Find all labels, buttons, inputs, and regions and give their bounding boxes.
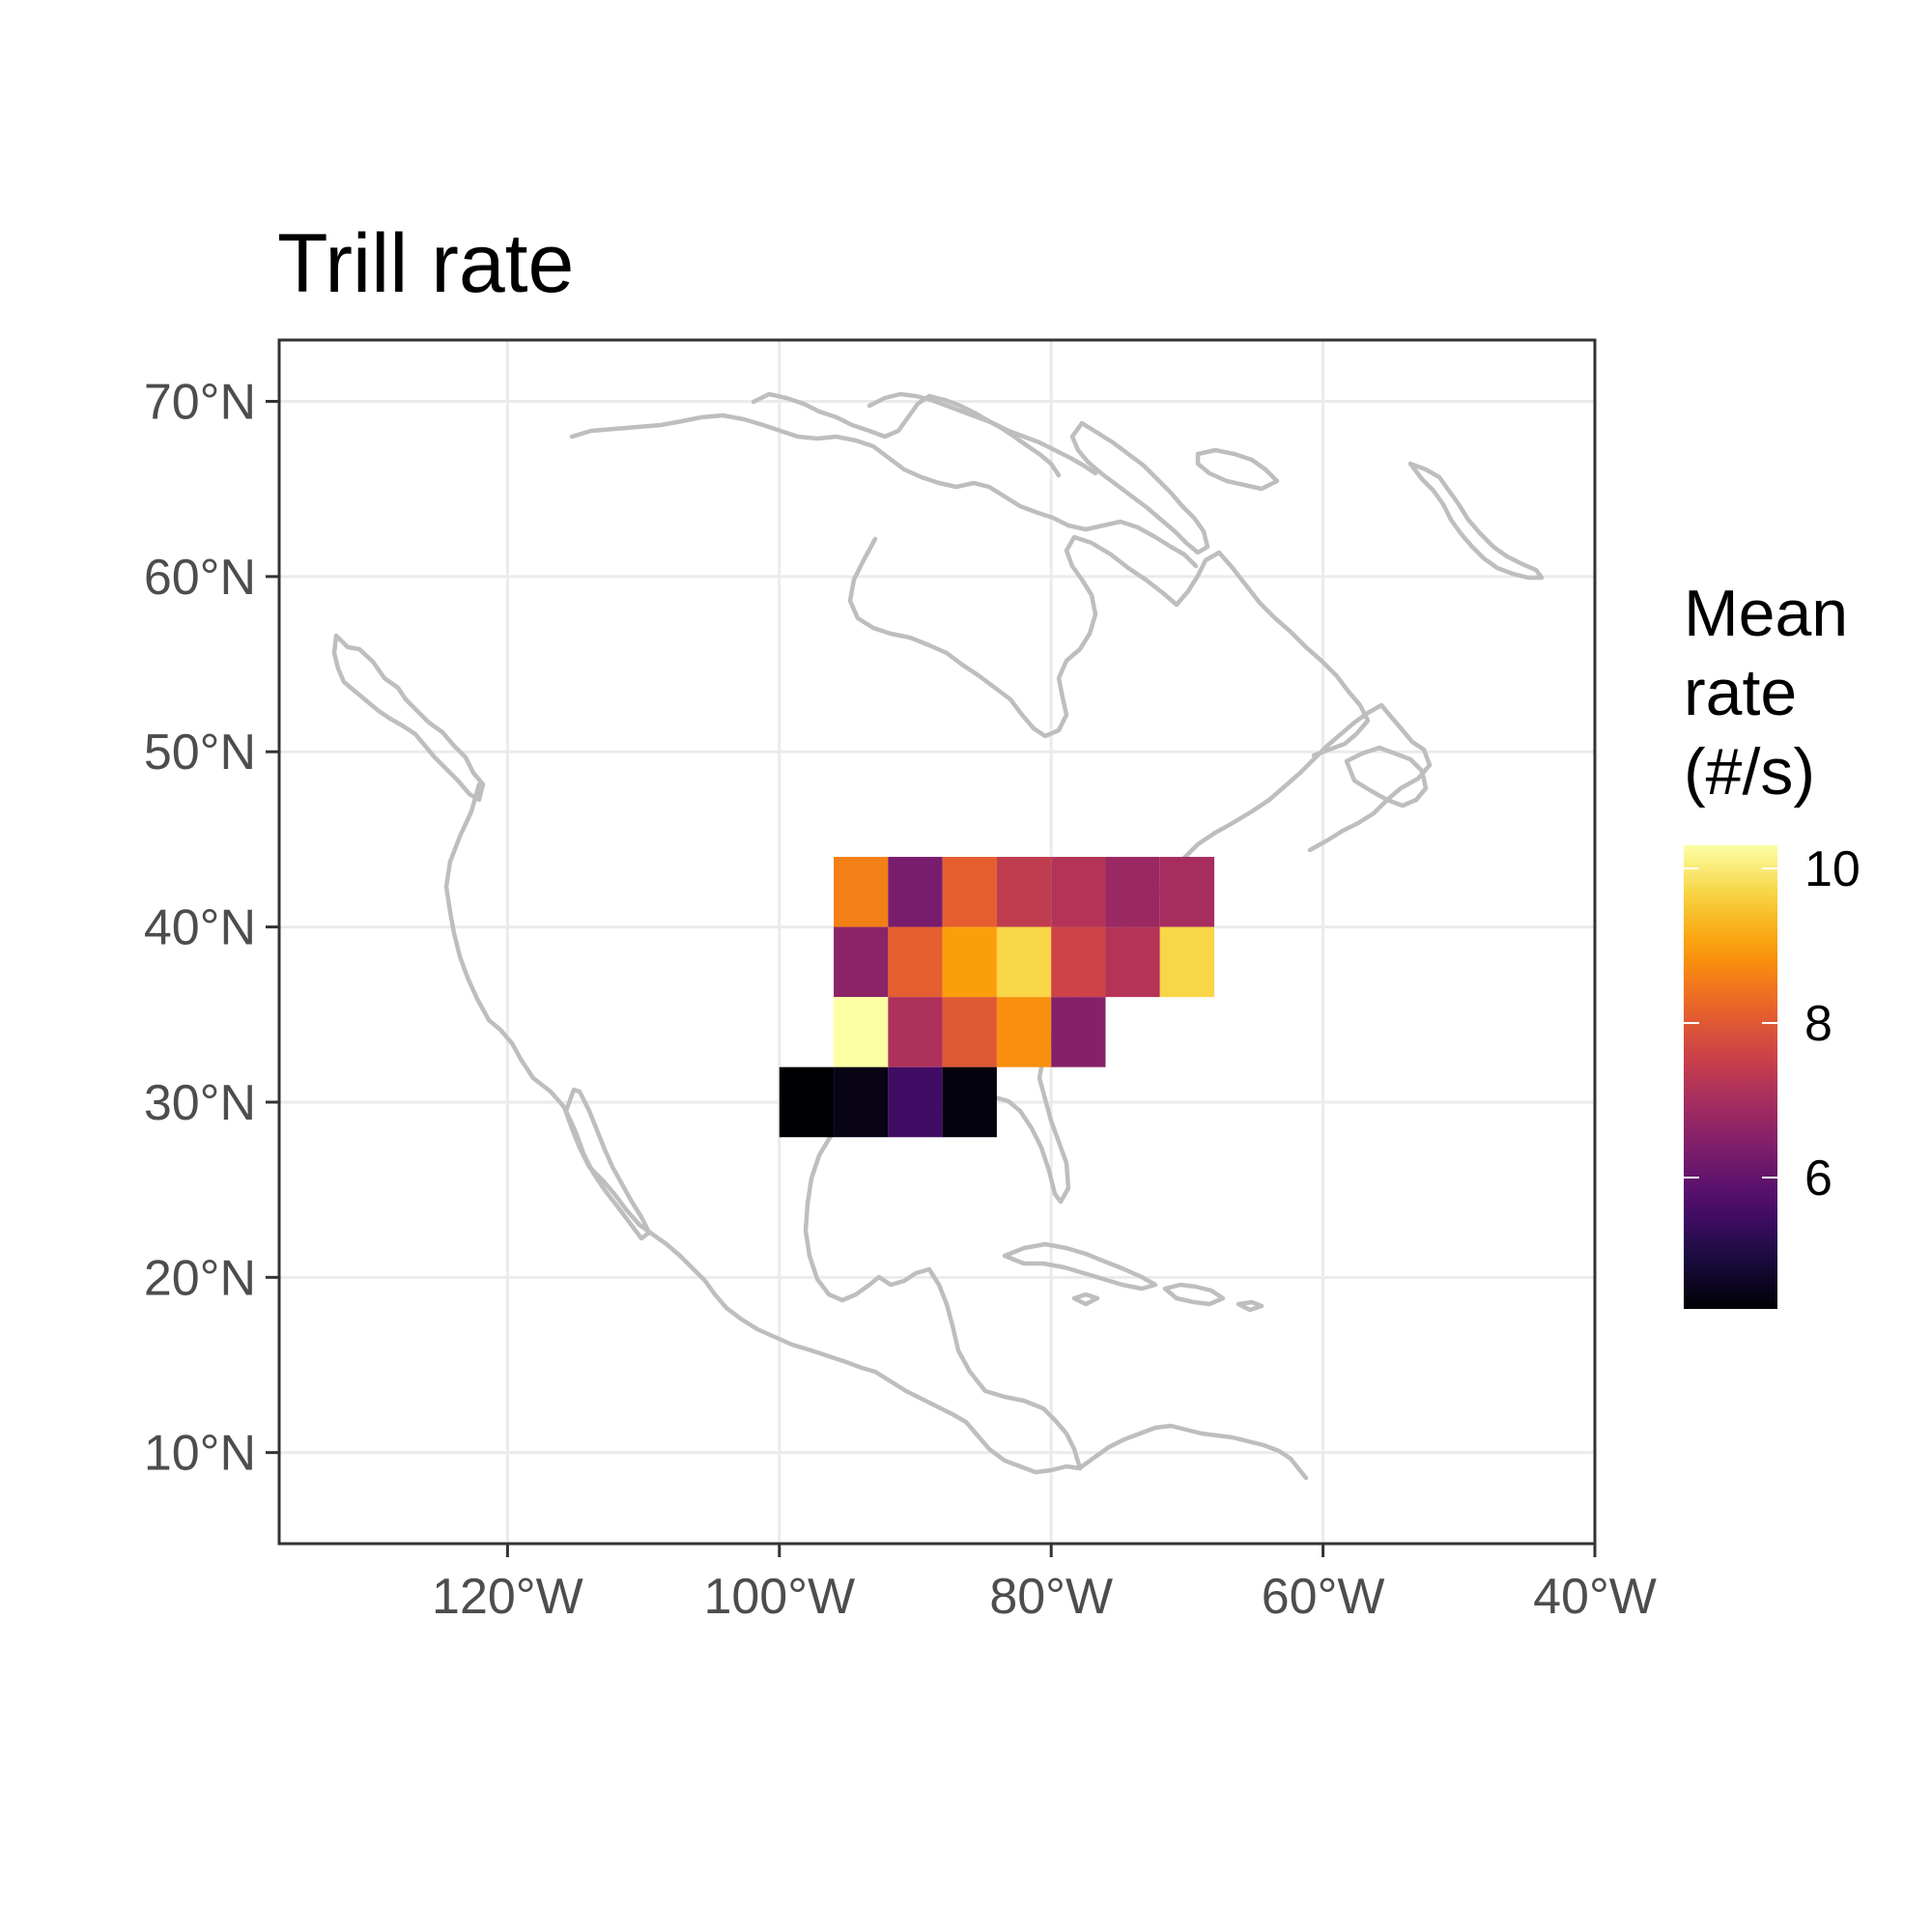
heatmap-cell-2 [942, 857, 997, 927]
heatmap-cell-10 [996, 926, 1052, 998]
coastline-baffin-island [1069, 420, 1210, 555]
y-tick-label-0: 10°N [144, 1426, 256, 1482]
heatmap-cell-19 [779, 1066, 835, 1138]
coastline-puerto-rico [1236, 1299, 1264, 1313]
coastline-newfoundland [1344, 745, 1429, 809]
coastline-jamaica [1071, 1292, 1100, 1307]
coastline-baja-california [563, 1087, 652, 1241]
legend-title-line-3: (#/s) [1684, 735, 1815, 809]
heatmap-cell-12 [1105, 926, 1160, 998]
heatmap-cell-1 [888, 857, 943, 927]
plot-title: Trill rate [277, 217, 574, 310]
y-axis: 10°N 20°N 30°N 40°N 50°N 60°N 70°N [144, 374, 279, 1482]
heatmap-cell-20 [834, 1066, 889, 1138]
heatmap-cell-3 [996, 857, 1052, 927]
heatmap-cell-4 [1051, 857, 1106, 927]
heatmap-cell-7 [834, 926, 889, 998]
heatmap-cell-18 [1051, 997, 1106, 1067]
heatmap-cells [779, 857, 1215, 1138]
heatmap-cell-15 [888, 997, 943, 1067]
coastline-arctic-islands-west [751, 391, 1062, 478]
legend-tick-label-0: 6 [1804, 1151, 1833, 1207]
y-tick-label-5: 60°N [144, 550, 256, 606]
y-tick-label-3: 40°N [144, 900, 256, 956]
coastline-greenland [1407, 461, 1545, 581]
coastline-arctic-mainland [569, 412, 1199, 569]
heatmap-cell-5 [1105, 857, 1160, 927]
legend-tick-label-1: 8 [1804, 996, 1833, 1052]
y-tick-label-2: 30°N [144, 1075, 256, 1131]
coastline-south-america [1079, 1423, 1309, 1481]
color-legend: Mean rate (#/s) 6 8 10 [1684, 577, 1861, 1309]
legend-colorbar [1684, 845, 1777, 1309]
panel-border [277, 338, 1597, 1546]
x-tick-label-4: 40°W [1533, 1569, 1657, 1625]
heatmap-cell-13 [1159, 926, 1215, 998]
heatmap-cell-9 [942, 926, 997, 998]
coastline-hispaniola [1162, 1282, 1226, 1307]
heatmap-cell-14 [834, 997, 889, 1067]
heatmap-cell-0 [834, 857, 889, 927]
heatmap-cell-16 [942, 997, 997, 1067]
legend-title-line-2: rate [1684, 656, 1797, 729]
plot-panel [277, 338, 1597, 1546]
x-tick-label-2: 80°W [989, 1569, 1113, 1625]
coastline-basemap [331, 391, 1545, 1481]
legend-ticks: 6 8 10 [1684, 841, 1861, 1207]
heatmap-cell-17 [996, 997, 1052, 1067]
heatmap-cell-8 [888, 926, 943, 998]
legend-tick-label-2: 10 [1804, 841, 1861, 897]
heatmap-cell-6 [1159, 857, 1215, 927]
heatmap-cell-11 [1051, 926, 1106, 998]
coastline-gulf-atlantic [803, 702, 1433, 1471]
coastline-arctic-islands-north [867, 391, 1098, 476]
coastline-hudson-bay-labrador [847, 534, 1371, 758]
coastline-ellesmere [1195, 447, 1280, 492]
y-tick-label-1: 20°N [144, 1250, 256, 1306]
x-tick-label-1: 100°W [703, 1569, 855, 1625]
y-tick-label-6: 70°N [144, 374, 256, 430]
heatmap-cell-21 [888, 1066, 943, 1138]
x-tick-label-0: 120°W [432, 1569, 583, 1625]
heatmap-cell-22 [942, 1066, 997, 1138]
coastline-cuba [1002, 1241, 1158, 1292]
legend-title-line-1: Mean [1684, 577, 1848, 650]
x-tick-label-3: 60°W [1262, 1569, 1385, 1625]
x-axis: 120°W 100°W 80°W 60°W 40°W [432, 1544, 1657, 1625]
coastline-pacific [443, 781, 1083, 1475]
y-tick-label-4: 50°N [144, 724, 256, 781]
